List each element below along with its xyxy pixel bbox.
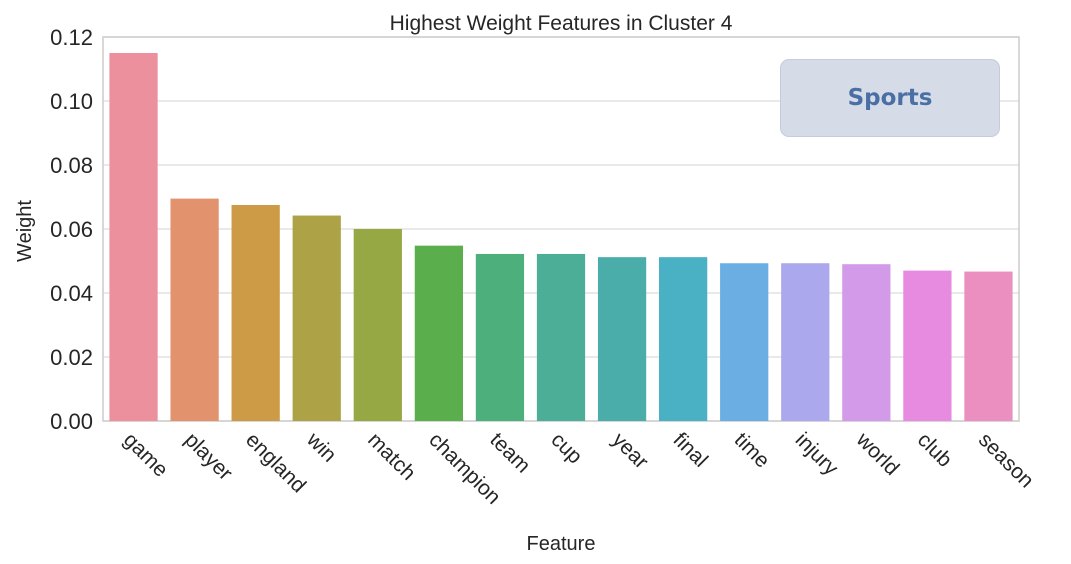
- y-tick-label: 0.04: [50, 281, 93, 306]
- bar-injury: [781, 263, 830, 421]
- x-tick-label-match: match: [363, 428, 420, 485]
- bar-world: [842, 264, 891, 421]
- x-tick-label-england: england: [241, 428, 310, 497]
- x-tick-label-season: season: [974, 428, 1038, 492]
- bar-season: [964, 271, 1013, 421]
- y-tick-label: 0.10: [50, 89, 93, 114]
- chart-title: Highest Weight Features in Cluster 4: [390, 12, 733, 35]
- bar-win: [292, 215, 341, 421]
- x-tick-label-year: year: [608, 428, 653, 473]
- y-tick-label: 0.06: [50, 217, 93, 242]
- sports-annotation-box: Sports: [780, 59, 1000, 137]
- y-tick-label: 0.02: [50, 345, 93, 370]
- x-tick-label-team: team: [485, 428, 534, 477]
- x-tick-label-player: player: [180, 428, 237, 485]
- bar-england: [231, 205, 280, 421]
- x-tick-label-world: world: [851, 428, 903, 480]
- x-tick-label-cup: cup: [546, 428, 586, 468]
- bar-game: [109, 53, 158, 421]
- bar-player: [170, 198, 219, 421]
- x-tick-label-game: game: [119, 428, 172, 481]
- x-axis-label: Feature: [527, 533, 596, 555]
- bar-time: [720, 263, 769, 421]
- bar-match: [353, 229, 402, 421]
- bar-champion: [414, 245, 463, 421]
- bar-year: [597, 257, 647, 421]
- x-tick-label-time: time: [730, 428, 774, 472]
- y-tick-label: 0.12: [50, 25, 93, 50]
- y-tick-label: 0.00: [50, 409, 93, 434]
- bars: [109, 53, 1013, 421]
- x-tick-label-injury: injury: [791, 428, 843, 480]
- bar-club: [903, 270, 952, 421]
- x-tick-label-win: win: [301, 428, 340, 467]
- y-tick-labels: 0.00 0.02 0.04 0.06 0.08 0.10 0.12: [50, 25, 93, 434]
- y-axis-label: Weight: [14, 200, 36, 262]
- x-tick-label-club: club: [913, 428, 957, 472]
- sports-annotation-label: Sports: [847, 85, 933, 111]
- bar-team: [475, 253, 525, 421]
- x-tick-label-final: final: [669, 428, 713, 472]
- bar-cup: [536, 253, 586, 421]
- y-tick-label: 0.08: [50, 153, 93, 178]
- bar-final: [659, 257, 708, 421]
